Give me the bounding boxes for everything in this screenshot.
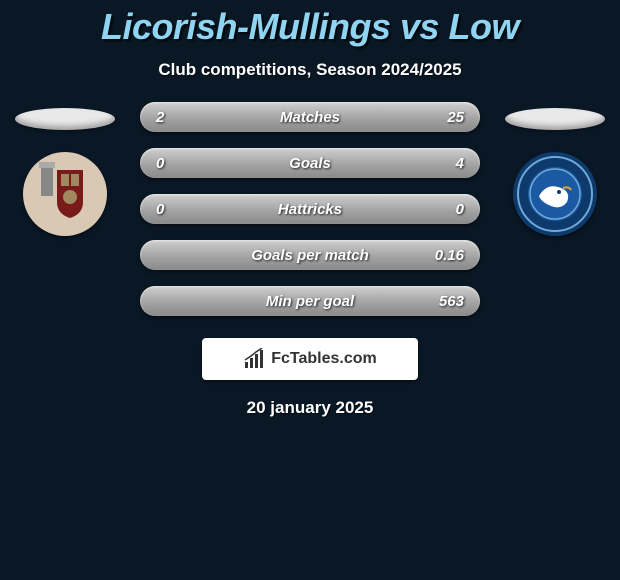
- subtitle: Club competitions, Season 2024/2025: [0, 60, 620, 80]
- stat-label: Matches: [280, 109, 340, 126]
- stat-label: Min per goal: [266, 293, 354, 310]
- date-text: 20 january 2025: [0, 398, 620, 418]
- stat-bar: Min per goal 563: [140, 286, 480, 316]
- stat-bar: 0 Goals 4: [140, 148, 480, 178]
- stats-bars: 2 Matches 25 0 Goals 4 0 Hattricks 0 Goals per ma…: [120, 102, 500, 316]
- stat-right-value: 563: [439, 293, 464, 310]
- stat-left-value: 0: [156, 155, 164, 172]
- right-team-badge: [513, 152, 597, 236]
- stat-bar: 2 Matches 25: [140, 102, 480, 132]
- stat-label: Goals per match: [251, 247, 369, 264]
- stat-left-value: 2: [156, 109, 164, 126]
- stat-right-value: 25: [447, 109, 464, 126]
- page-title: Licorish-Mullings vs Low: [0, 0, 620, 48]
- stat-right-value: 0: [456, 201, 464, 218]
- stat-label: Goals: [289, 155, 331, 172]
- stat-left-value: 0: [156, 201, 164, 218]
- brand-footer[interactable]: FcTables.com: [202, 338, 418, 380]
- left-team-badge: [23, 152, 107, 236]
- brand-text: FcTables.com: [271, 350, 377, 368]
- stat-bar: 0 Hattricks 0: [140, 194, 480, 224]
- stat-right-value: 0.16: [435, 247, 464, 264]
- stat-right-value: 4: [456, 155, 464, 172]
- right-flag-placeholder: [505, 108, 605, 130]
- comparison-content: 2 Matches 25 0 Goals 4 0 Hattricks 0 Goals per ma…: [0, 102, 620, 316]
- left-side: [10, 102, 120, 316]
- stat-bar: Goals per match 0.16: [140, 240, 480, 270]
- left-flag-placeholder: [15, 108, 115, 130]
- chart-icon: [243, 348, 265, 370]
- stat-label: Hattricks: [278, 201, 342, 218]
- right-side: [500, 102, 610, 316]
